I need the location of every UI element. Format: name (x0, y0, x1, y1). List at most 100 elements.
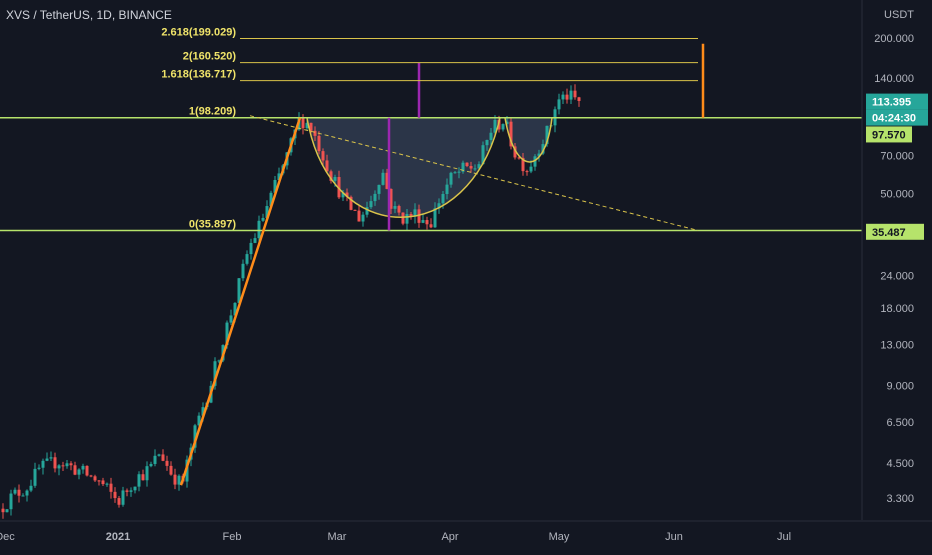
lower-level-badge-text: 35.487 (872, 227, 906, 239)
candle (421, 214, 425, 224)
candle (29, 479, 33, 493)
candle-body (333, 177, 337, 181)
time-tick-label: May (549, 531, 570, 543)
candle (21, 493, 25, 497)
candle (85, 465, 89, 477)
time-tick-label: 2021 (106, 531, 130, 543)
candle (97, 479, 101, 486)
candle-body (269, 192, 273, 207)
candle-body (237, 278, 241, 303)
candle (569, 85, 573, 105)
candle (173, 468, 177, 490)
time-tick-label: Apr (441, 531, 458, 543)
candle-body (5, 509, 9, 513)
candle-body (461, 162, 465, 172)
candle (397, 204, 401, 216)
time-tick-label: Jun (665, 531, 683, 543)
candle-body (213, 361, 217, 386)
candle-body (577, 97, 581, 101)
candle-body (529, 166, 533, 172)
candle-body (465, 162, 469, 167)
candle-body (13, 489, 17, 494)
candle-body (241, 263, 245, 279)
candle-body (201, 407, 205, 416)
candle (45, 452, 49, 462)
countdown-badge-text: 04:24:30 (872, 113, 916, 125)
candle (401, 212, 405, 226)
candle-body (197, 415, 201, 426)
candle-body (65, 463, 69, 467)
candle (141, 469, 145, 481)
candle-body (489, 132, 493, 140)
candle (33, 462, 37, 488)
candle-body (569, 90, 573, 100)
candle-body (525, 171, 529, 173)
candle (41, 458, 45, 475)
candle (133, 486, 137, 494)
last-price-badge: 113.395 (866, 93, 928, 110)
candle (109, 477, 113, 499)
candle-body (377, 184, 381, 194)
candle-body (445, 184, 449, 195)
time-tick-label: Mar (328, 531, 347, 543)
candle (61, 461, 65, 472)
candle-body (541, 144, 545, 154)
candle (457, 167, 461, 179)
candle-body (113, 491, 117, 499)
candle-body (73, 465, 77, 475)
candle-body (105, 483, 109, 485)
candle (321, 148, 325, 166)
candle (413, 203, 417, 224)
price-tick-label: 6.500 (886, 417, 914, 429)
candle-body (389, 188, 393, 209)
candle (349, 195, 353, 211)
time-tick-label: Dec (0, 531, 15, 543)
fib-level-label: 1.618(136.717) (161, 69, 236, 81)
candle-body (505, 121, 509, 125)
candle-body (345, 192, 349, 197)
candle (485, 139, 489, 151)
candle (509, 117, 513, 150)
candle-body (253, 238, 257, 243)
candle-body (229, 315, 233, 323)
countdown-badge: 04:24:30 (866, 109, 928, 126)
candle-body (137, 474, 141, 487)
last-price-badge-box (866, 93, 928, 110)
candle (449, 171, 453, 188)
candle (153, 449, 157, 467)
candle (381, 169, 385, 186)
candle-body (9, 493, 13, 510)
candle-body (537, 153, 541, 157)
candle (373, 190, 377, 206)
candle (77, 468, 81, 480)
candle-body (89, 475, 93, 477)
candle-body (417, 209, 421, 223)
price-tick-label: 50.000 (880, 188, 914, 200)
candle-body (405, 214, 409, 224)
candle (229, 309, 233, 325)
price-axis-layer: USDT200.000140.000100.00070.00050.00035.… (861, 0, 932, 550)
candle-body (441, 194, 445, 204)
candle-body (117, 498, 121, 505)
candle-body (25, 490, 29, 496)
candle (65, 460, 69, 469)
candle-body (133, 486, 137, 491)
candle-body (165, 460, 169, 466)
candle (573, 84, 577, 100)
candle (465, 162, 469, 168)
candle-body (121, 490, 125, 505)
candle (25, 489, 29, 502)
candle-body (69, 463, 73, 466)
candle-body (509, 121, 513, 147)
candle (377, 184, 381, 200)
candle-body (29, 485, 33, 491)
upper-level-badge-box (866, 126, 912, 143)
candle-body (153, 455, 157, 464)
cup-outline (306, 117, 501, 218)
price-tick-label: 70.000 (880, 151, 914, 163)
candle-body (457, 171, 461, 173)
candle (489, 127, 493, 147)
